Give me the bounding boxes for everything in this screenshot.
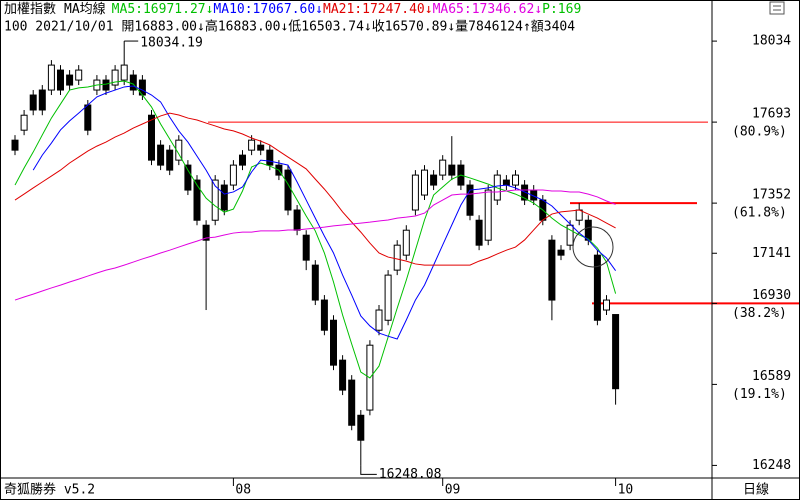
- y-tick-label: 16589: [752, 369, 791, 384]
- candle-body: [512, 174, 519, 186]
- candle-body: [557, 249, 565, 256]
- min-label: 16248.08: [379, 467, 442, 482]
- header: 加權指數 MA均線 MA5:16971.27↓MA10:17067.60↓MA21:…: [4, 1, 581, 17]
- candle-body: [202, 224, 210, 241]
- candle-body: [402, 229, 410, 256]
- candle-body: [484, 189, 492, 241]
- candle-body: [129, 74, 137, 91]
- candle-body: [284, 169, 292, 211]
- candle-body: [66, 74, 74, 86]
- x-tick-label: 09: [445, 483, 461, 498]
- candle-body: [75, 69, 83, 81]
- candle-body: [111, 69, 119, 86]
- candle-body: [612, 314, 620, 390]
- legend-entry: MA10:17067.60↓: [213, 2, 323, 17]
- candle-body: [293, 209, 301, 231]
- max-label: 18034.19: [140, 36, 203, 51]
- candle-body: [475, 219, 483, 246]
- candle-body: [193, 179, 201, 221]
- candle-body: [120, 64, 128, 81]
- legend-entry: MA65:17346.62↓: [433, 2, 543, 17]
- candle-body: [330, 319, 337, 366]
- candle-body: [311, 264, 319, 301]
- footer-left: 奇狐勝券 v5.2: [4, 482, 95, 498]
- candle-body: [593, 254, 601, 321]
- candle-body: [38, 89, 46, 111]
- candle-body: [266, 149, 274, 166]
- candle-body: [211, 179, 219, 221]
- ma-line: [14, 80, 617, 379]
- footer-right[interactable]: 日線: [743, 482, 769, 498]
- candle-body: [47, 64, 55, 91]
- candle-body: [157, 144, 165, 166]
- candle-body: [257, 144, 265, 151]
- retracement-label: (19.1%): [732, 387, 787, 402]
- y-tick-label: 17352: [752, 188, 791, 203]
- candle-body: [320, 299, 328, 331]
- y-tick-label: 16930: [752, 288, 791, 303]
- candle-body: [448, 164, 456, 176]
- candle-body: [548, 239, 556, 301]
- candle-body: [502, 179, 510, 186]
- candle-body: [384, 274, 392, 321]
- legend-entry: MA21:17247.40↓: [323, 2, 433, 17]
- candle-body: [521, 184, 529, 201]
- y-tick-label: 17141: [752, 246, 791, 261]
- candle-body: [166, 149, 174, 171]
- y-tick-label: 17693: [752, 107, 791, 122]
- retracement-label: (80.9%): [732, 125, 787, 140]
- ma-line: [32, 85, 617, 340]
- plot-area: 18034.19 16248.08: [11, 36, 800, 482]
- candle-body: [239, 154, 246, 166]
- candle-body: [84, 104, 92, 131]
- candle-body: [302, 234, 310, 261]
- chart-title: 加權指數: [4, 2, 56, 17]
- legend-entry: MA5:16971.27↓: [112, 2, 214, 17]
- candle-body: [148, 114, 155, 161]
- x-tick-label: 10: [618, 483, 634, 498]
- min-leader: [360, 465, 377, 475]
- candle-body: [430, 174, 438, 186]
- menu-icon[interactable]: [769, 1, 785, 15]
- candle-body: [175, 139, 183, 161]
- candle-body: [220, 184, 228, 211]
- candle-body: [466, 184, 474, 216]
- y-tick-label: 18034: [752, 34, 791, 49]
- candle-body: [357, 414, 365, 441]
- candle-body: [439, 159, 447, 176]
- ma-line: [14, 189, 616, 301]
- candle-body: [184, 164, 192, 191]
- candle-body: [11, 139, 19, 151]
- candle-body: [339, 359, 347, 391]
- x-tick-label: 08: [235, 483, 251, 498]
- retracement-label: (61.8%): [732, 206, 787, 221]
- y-tick-label: 16248: [752, 458, 791, 473]
- candle-body: [29, 94, 37, 111]
- candle-body: [375, 309, 383, 331]
- candle-body: [603, 299, 610, 311]
- candle-body: [20, 114, 28, 131]
- info-line: 100 2021/10/01 開16883.00↓高16883.00↓低1650…: [4, 19, 575, 35]
- candle-body: [566, 224, 574, 246]
- extra-label: P:169: [542, 2, 581, 17]
- candle-body: [411, 174, 419, 211]
- candle-body: [248, 139, 256, 151]
- candle-body: [102, 79, 110, 91]
- candle-body: [229, 164, 237, 186]
- highlight-circle: [572, 226, 614, 268]
- candle-body: [393, 244, 401, 271]
- candle-body: [421, 169, 428, 196]
- candle-body: [57, 69, 64, 91]
- retracement-label: (38.2%): [732, 306, 787, 321]
- candle-body: [575, 209, 583, 221]
- candle-body: [348, 379, 356, 426]
- chart-subtitle: MA均線: [64, 1, 106, 17]
- candle-body: [584, 219, 592, 241]
- ma-line: [14, 112, 616, 266]
